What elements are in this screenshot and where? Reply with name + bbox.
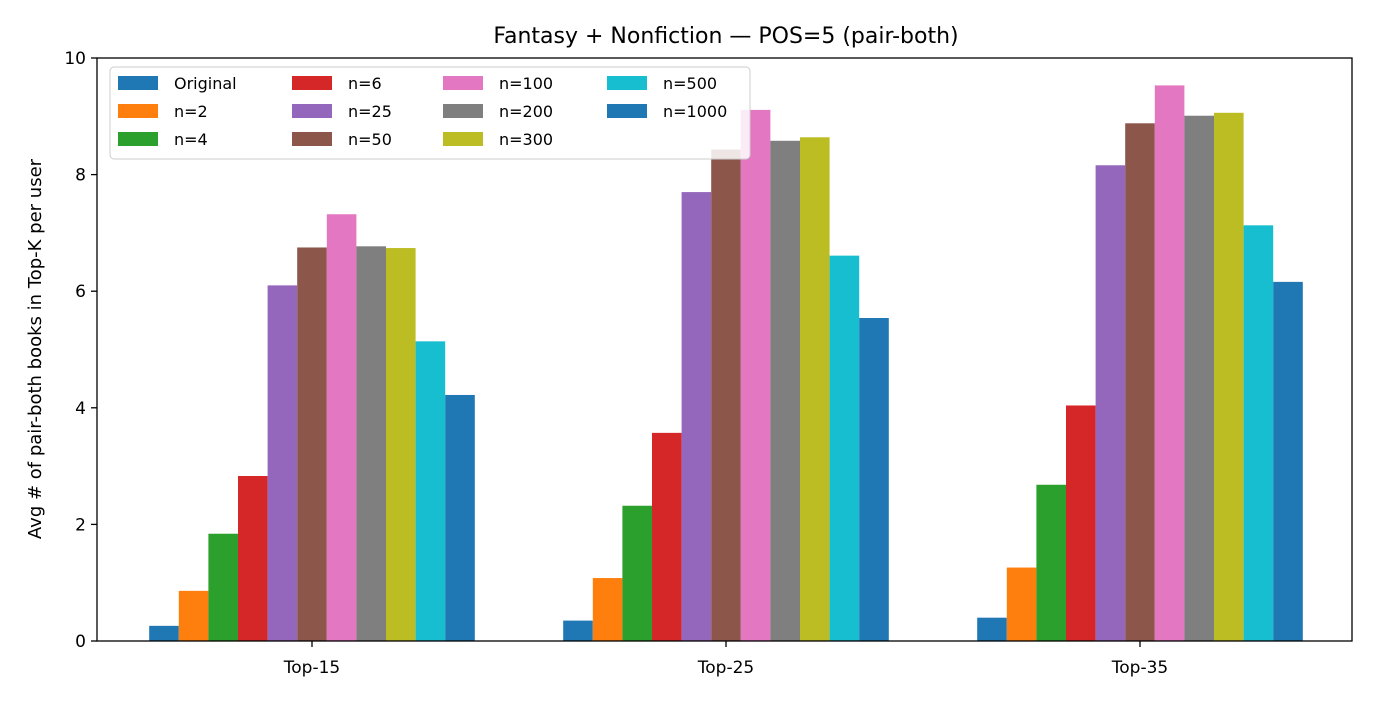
chart-title: Fantasy + Nonfiction — POS=5 (pair-both) — [493, 24, 958, 49]
y-axis-label: Avg # of pair-both books in Top-K per us… — [25, 158, 46, 539]
legend-label: n=4 — [174, 130, 208, 149]
bar-n500-top-25 — [829, 255, 860, 641]
bar-n2-top-15 — [178, 590, 209, 641]
bar-n25-top-25 — [681, 192, 712, 641]
bar-n500-top-15 — [415, 341, 446, 641]
bar-n300-top-25 — [800, 137, 830, 642]
bar-n100-top-35 — [1154, 85, 1185, 641]
bar-n200-top-25 — [770, 140, 800, 642]
y-tick-label: 8 — [75, 166, 86, 186]
bar-n2-top-35 — [1006, 567, 1037, 641]
bar-Original-top-25 — [563, 620, 593, 641]
bar-n6-top-25 — [652, 432, 682, 641]
legend-label: n=6 — [348, 74, 382, 93]
bar-n300-top-35 — [1214, 112, 1244, 642]
y-axis: 0 2 4 6 8 10 — [64, 49, 97, 652]
bar-Original-top-35 — [977, 617, 1007, 641]
bar-n25-top-35 — [1095, 165, 1126, 641]
bar-n50-top-15 — [297, 247, 327, 641]
x-tick-label: Top-25 — [697, 658, 754, 678]
legend-label: n=200 — [499, 102, 553, 121]
bar-n200-top-35 — [1184, 115, 1214, 642]
bar-n200-top-15 — [356, 246, 386, 641]
legend-swatch — [443, 132, 483, 146]
bar-n300-top-15 — [386, 248, 416, 641]
bar-Original-top-15 — [149, 625, 179, 641]
legend-swatch — [118, 132, 158, 146]
y-tick-label: 2 — [75, 515, 86, 535]
legend-swatch — [443, 76, 483, 90]
bar-n500-top-35 — [1243, 225, 1274, 641]
bar-n100-top-25 — [740, 109, 771, 641]
legend-label: n=50 — [348, 130, 392, 149]
bar-n6-top-35 — [1066, 405, 1096, 641]
legend-swatch — [607, 76, 647, 90]
legend: Original n=2 n=4 n=6 n=25 n=50 n=100 n=200 n=300… — [109, 66, 751, 160]
legend-label: n=100 — [499, 74, 553, 93]
y-tick-label: 6 — [75, 282, 86, 302]
bar-n6-top-15 — [238, 476, 268, 641]
bar-n2-top-25 — [592, 578, 623, 641]
bar-n50-top-25 — [711, 149, 741, 641]
legend-swatch — [292, 132, 332, 146]
legend-box — [109, 66, 751, 160]
legend-label: n=25 — [348, 102, 392, 121]
legend-label: n=500 — [663, 74, 717, 93]
legend-label: Original — [174, 74, 237, 93]
legend-swatch — [292, 104, 332, 118]
x-axis: Top-15 Top-25 Top-35 — [283, 641, 1168, 678]
bar-n4-top-35 — [1036, 484, 1066, 641]
plot-frame — [96, 57, 1353, 642]
x-tick-label: Top-35 — [1111, 658, 1168, 678]
bar-n4-top-15 — [208, 533, 238, 641]
y-tick-label: 10 — [64, 49, 86, 69]
x-tick-label: Top-15 — [283, 658, 340, 678]
legend-label: n=2 — [174, 102, 208, 121]
legend-swatch — [118, 104, 158, 118]
bars-group — [149, 85, 1303, 642]
bar-n4-top-25 — [622, 505, 652, 641]
legend-swatch — [443, 104, 483, 118]
bar-n50-top-35 — [1125, 123, 1155, 642]
legend-swatch — [118, 76, 158, 90]
legend-label: n=300 — [499, 130, 553, 149]
y-tick-label: 0 — [75, 632, 86, 652]
legend-swatch — [292, 76, 332, 90]
bar-n1000-top-15 — [445, 394, 475, 641]
y-tick-label: 4 — [75, 399, 86, 419]
legend-swatch — [607, 104, 647, 118]
bar-n25-top-15 — [267, 285, 298, 641]
bar-n1000-top-25 — [859, 318, 889, 641]
bar-n1000-top-35 — [1273, 281, 1303, 641]
legend-label: n=1000 — [663, 102, 727, 121]
bar-n100-top-15 — [326, 214, 357, 642]
